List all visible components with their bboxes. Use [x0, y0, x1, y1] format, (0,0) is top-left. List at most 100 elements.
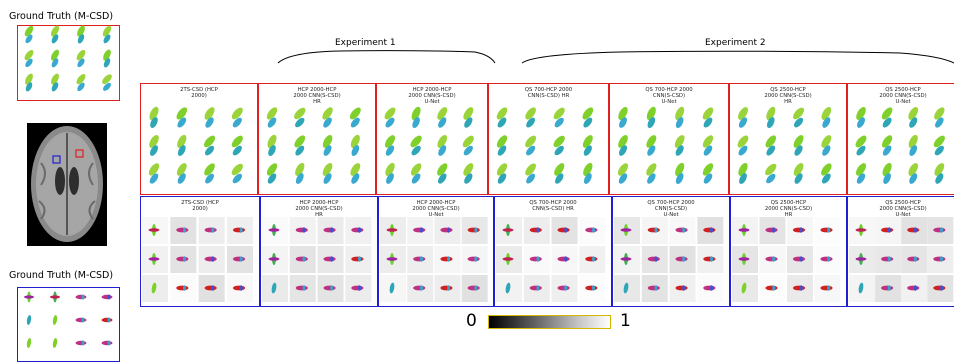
fodf-lobe	[934, 107, 945, 120]
fodf-lobe	[618, 145, 628, 156]
red-panel-qs700-unet: QS 700-HCP 2000 CNN(S-CSD) U-Net	[609, 83, 729, 195]
fodf-lobe	[211, 227, 215, 233]
fodf-lobe	[675, 117, 684, 128]
fodf-lobe	[766, 173, 776, 184]
fodf-lobe	[204, 163, 215, 176]
fodf-lobe	[555, 173, 564, 184]
colorbar	[488, 315, 611, 329]
fodf-lobe	[25, 82, 33, 92]
fodf-lobe	[351, 173, 360, 184]
fodf-lobe	[182, 285, 187, 291]
fodf-lobe	[25, 73, 33, 85]
fodf-lobe	[765, 256, 778, 262]
fodf-lobe	[583, 173, 592, 184]
fodf-lobe	[176, 227, 189, 233]
fodf-lobe	[295, 145, 305, 156]
fodf-lobe	[447, 227, 451, 233]
method-caption: 2TS-CSD (HCP 2000)	[180, 87, 218, 100]
fodf-lobe	[437, 107, 448, 120]
fodf-lobe	[176, 256, 189, 262]
fodf-lobe	[799, 256, 803, 262]
fodf-lobe	[526, 117, 535, 128]
fodf-lobe	[737, 135, 749, 148]
fodf-lobe	[675, 162, 685, 177]
fodf-lobe	[856, 117, 866, 128]
fodf-lobe	[440, 227, 453, 233]
fodf-lobe	[81, 294, 85, 300]
fodf-lobe	[585, 285, 598, 291]
fodf-lobe	[647, 227, 660, 233]
fodf-lobe	[855, 257, 867, 261]
fodf-lobe	[384, 107, 396, 120]
fodf-lobe	[502, 228, 514, 232]
colorbar-min-label: 0	[466, 311, 477, 331]
fodf-lobe	[887, 285, 891, 291]
fodf-lobe	[939, 227, 944, 233]
fodf-lobe	[881, 107, 893, 120]
method-caption: HCP 2000-HCP 2000 CNN(S-CSD) U-Net	[412, 200, 460, 219]
fodf-lobe	[419, 285, 423, 291]
fodf-lobe	[151, 282, 157, 294]
fodf-lobe	[467, 256, 480, 262]
fodf-lobe	[557, 285, 570, 291]
fodf-lobe	[591, 285, 596, 291]
fodf-lobe	[935, 117, 944, 128]
fodf-lobe	[821, 135, 832, 148]
fodf-lobe	[909, 117, 918, 128]
fodf-lobe	[794, 145, 803, 156]
fodf-lobe	[412, 117, 420, 129]
fodf-lobe	[856, 173, 866, 184]
fodf-lobe	[682, 256, 686, 262]
fodf-lobe	[474, 285, 478, 291]
fodf-lobe	[177, 173, 186, 184]
fodf-lobe	[496, 163, 508, 176]
fodf-lobe	[419, 227, 423, 233]
fodf-lobe	[793, 163, 804, 176]
fodf-lobe	[205, 117, 214, 128]
fodf-lobe	[909, 173, 918, 184]
fodf-lobe	[623, 282, 629, 294]
ground-truth-red-roi	[17, 25, 120, 101]
fodf-lobe	[675, 173, 684, 184]
brain-slice-image	[27, 123, 107, 246]
fodf-lobe	[765, 227, 778, 233]
fodf-lobe	[330, 285, 334, 291]
fodf-lobe	[50, 49, 60, 61]
fodf-lobe	[702, 163, 714, 176]
fodf-lobe	[933, 227, 946, 233]
fodf-lobe	[827, 227, 831, 233]
blue-panel-hcp-hr: HCP 2000-HCP 2000 CNN(S-CSD) HR	[260, 196, 378, 307]
fodf-lobe	[204, 227, 217, 233]
fodf-lobe	[268, 228, 280, 232]
fodf-lobe	[389, 282, 395, 294]
red-panel-qs2500-unet: QS 2500-HCP 2000 CNN(S-CSD) U-Net	[847, 83, 954, 195]
fodf-lobe	[101, 317, 113, 323]
fodf-lobe	[149, 135, 159, 148]
fodf-lobe	[75, 317, 87, 323]
fodf-lobe	[738, 145, 748, 156]
fodf-lobe	[103, 58, 111, 68]
fodf-lobe	[101, 340, 113, 346]
fodf-lobe	[772, 256, 776, 262]
fodf-lobe	[25, 34, 33, 44]
fodf-lobe	[467, 227, 480, 233]
fodf-lobe	[502, 257, 514, 261]
fodf-lobe	[675, 256, 688, 262]
fodf-lobe	[822, 145, 831, 156]
fodf-lobe	[177, 134, 187, 149]
fodf-lobe	[77, 34, 85, 44]
fodf-lobe	[497, 173, 507, 184]
fodf-lobe	[647, 285, 660, 291]
fodf-lobe	[913, 285, 917, 291]
fodf-lobe	[646, 106, 656, 121]
fodf-lobe	[821, 163, 832, 176]
method-caption: HCP 2000-HCP 2000 CNN(S-CSD) HR	[295, 200, 343, 219]
fodf-lobe	[323, 285, 336, 291]
fodf-lobe	[766, 145, 776, 156]
fodf-lobe	[357, 227, 362, 233]
fodf-lobe	[323, 256, 336, 262]
fodf-lobe	[933, 135, 945, 148]
fodf-lobe	[239, 256, 243, 262]
fodf-lobe	[295, 285, 308, 291]
fodf-lobe	[351, 256, 364, 262]
